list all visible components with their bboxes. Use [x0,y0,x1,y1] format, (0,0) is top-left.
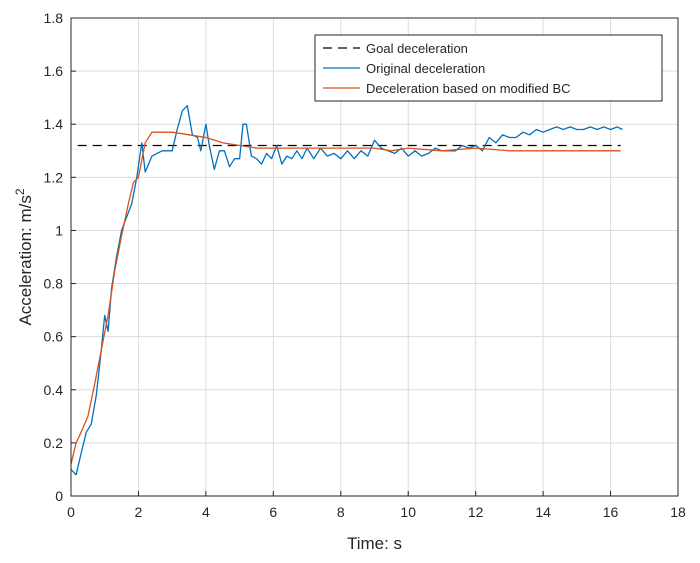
x-tick-label: 14 [535,504,551,520]
legend-label: Original deceleration [366,61,485,76]
y-axis-title-main: Acceleration: m/s [16,195,35,325]
y-tick-label: 1.6 [44,63,64,79]
legend-label: Goal deceleration [366,41,468,56]
series-line-2 [70,131,621,465]
y-tick-label: 0.8 [44,276,64,292]
y-tick-label: 0.2 [44,435,64,451]
legend: Goal deceleration Original deceleration De… [314,34,663,102]
series-lines [70,104,623,476]
y-tick-label: 1.2 [44,169,64,185]
y-tick-label: 1 [55,222,63,238]
y-axis-title-superscript: 2 [13,188,27,195]
y-tick-label: 1.4 [44,116,64,132]
x-tick-label: 10 [400,504,416,520]
legend-box [314,34,663,102]
series-line-1 [70,104,623,476]
x-tick-label: 6 [269,504,277,520]
x-tick-label: 18 [670,504,686,520]
axes-box [70,17,679,497]
y-tick-label: 0.6 [44,329,64,345]
legend-label: Deceleration based on modified BC [366,81,571,96]
x-tick-label: 4 [202,504,210,520]
x-tick-label: 0 [67,504,75,520]
axis-ticks: 0 2 4 6 8 10 12 14 16 18 0 0.2 0.4 0.6 0.8 1 1.2 1.4 1.6 1.… [44,10,686,520]
x-tick-label: 12 [468,504,484,520]
y-axis-title: Acceleration: m/s2 [13,188,35,325]
x-axis-title: Time: s [347,534,402,553]
x-tick-label: 2 [135,504,143,520]
y-tick-label: 1.8 [44,10,64,26]
y-tick-label: 0.4 [44,382,64,398]
x-tick-label: 8 [337,504,345,520]
x-tick-label: 16 [603,504,619,520]
y-tick-label: 0 [55,488,63,504]
